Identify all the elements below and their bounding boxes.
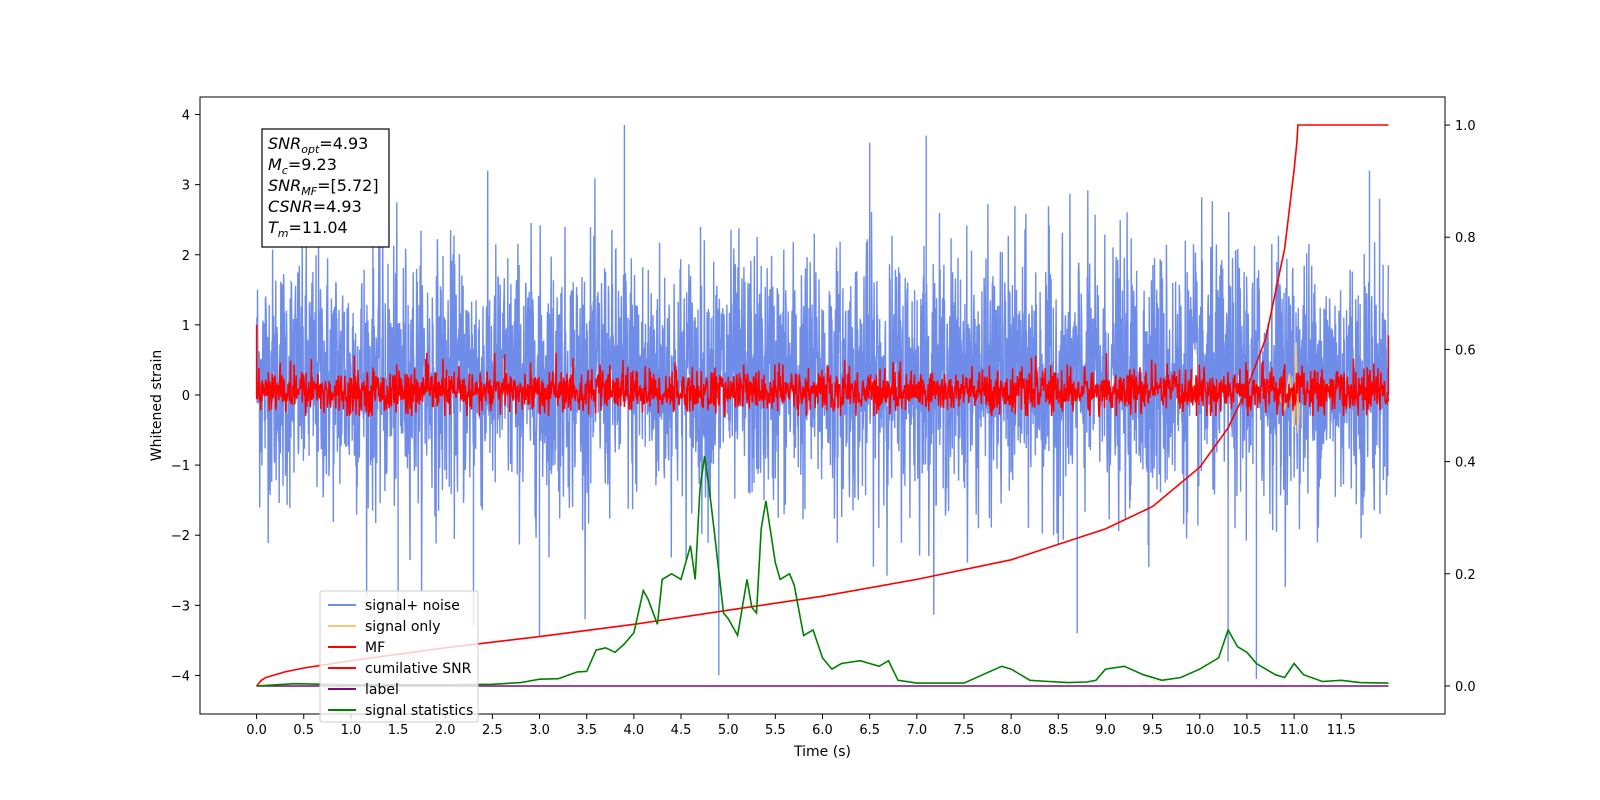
x-tick-label: 2.0 — [435, 723, 456, 738]
x-tick-label: 4.0 — [624, 723, 645, 738]
x-tick-label: 11.5 — [1327, 723, 1356, 738]
x-tick-label: 9.0 — [1095, 723, 1116, 738]
x-tick-label: 3.5 — [576, 723, 597, 738]
y-axis-left: −4 −3 −2 −1 0 1 2 3 4 — [171, 109, 200, 684]
legend-entry: MF — [365, 640, 385, 656]
x-tick-label: 1.5 — [388, 723, 409, 738]
annotation-line: SNRMF=[5.72] — [268, 176, 379, 198]
x-tick-label: 7.5 — [954, 723, 975, 738]
x-tick-label: 0.0 — [246, 723, 267, 738]
legend-entry: signal+ noise — [365, 598, 460, 614]
x-axis-label: Time (s) — [793, 744, 851, 760]
y2-tick-label: 0.6 — [1455, 343, 1476, 358]
x-tick-label: 1.0 — [341, 723, 362, 738]
x-tick-label: 0.5 — [293, 723, 314, 738]
y-axis-label: Whitened strain — [149, 350, 165, 461]
x-tick-label: 10.0 — [1185, 723, 1214, 738]
y-tick-label: −2 — [171, 529, 190, 544]
legend-entry: label — [365, 682, 399, 698]
y2-tick-label: 0.2 — [1455, 568, 1476, 583]
annotation-frame — [261, 128, 390, 248]
x-tick-label: 11.0 — [1280, 723, 1309, 738]
y-tick-label: 0 — [182, 389, 190, 404]
y-tick-label: 1 — [182, 319, 190, 334]
y2-tick-label: 0.8 — [1455, 231, 1476, 246]
y-tick-label: 3 — [182, 179, 190, 194]
y-tick-label: 4 — [182, 109, 190, 124]
y2-tick-label: 0.4 — [1455, 456, 1476, 471]
x-tick-label: 5.0 — [718, 723, 739, 738]
x-axis: 0.0 0.5 1.0 1.5 2.0 2.5 3.0 3.5 4.0 4.5 5.0 5.5 6.0 6… — [246, 714, 1356, 738]
series-mf-line — [255, 324, 1390, 417]
x-tick-label: 2.5 — [482, 723, 503, 738]
annotation-line: Tm=11.04 — [268, 218, 348, 240]
x-tick-label: 10.5 — [1232, 723, 1261, 738]
x-tick-label: 7.0 — [906, 723, 927, 738]
x-tick-label: 5.5 — [765, 723, 786, 738]
x-tick-label: 6.5 — [859, 723, 880, 738]
y-tick-label: 2 — [182, 249, 190, 264]
legend-entry: signal only — [365, 619, 440, 635]
y2-tick-label: 0.0 — [1455, 680, 1476, 695]
y-tick-label: −3 — [171, 599, 190, 614]
y-tick-label: −4 — [171, 669, 190, 684]
x-tick-label: 4.5 — [671, 723, 692, 738]
annotation-line: CSNR=4.93 — [268, 197, 362, 216]
annotation-line: Mc=9.23 — [268, 155, 337, 177]
y2-tick-label: 1.0 — [1455, 119, 1476, 134]
y-axis-right: 0.0 0.2 0.4 0.6 0.8 1.0 — [1445, 119, 1476, 695]
legend: signal+ noise signal only MF cumilative SNR… — [319, 590, 479, 723]
x-tick-label: 9.5 — [1142, 723, 1163, 738]
y-tick-label: −1 — [171, 459, 190, 474]
x-tick-label: 3.0 — [529, 723, 550, 738]
annotation-line: SNRopt=4.93 — [268, 134, 368, 156]
x-tick-label: 6.0 — [812, 723, 833, 738]
x-tick-label: 8.0 — [1001, 723, 1022, 738]
legend-entry: cumilative SNR — [365, 661, 472, 677]
legend-frame — [319, 590, 479, 723]
x-tick-label: 8.5 — [1048, 723, 1069, 738]
series-signal-statisticsline — [256, 455, 1389, 687]
legend-entry: signal statistics — [365, 703, 473, 719]
plot-area — [255, 124, 1390, 687]
